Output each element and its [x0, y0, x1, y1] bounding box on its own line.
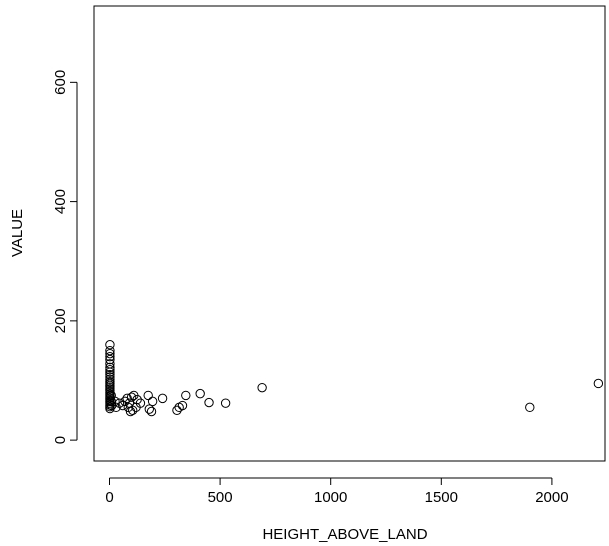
data-point	[144, 404, 155, 414]
data-point	[105, 362, 115, 373]
data-point	[143, 390, 153, 401]
data-point	[146, 406, 157, 417]
data-point	[105, 403, 115, 414]
y-tick-label: 0	[52, 436, 69, 444]
x-axis-label: HEIGHT_ABOVE_LAND	[262, 526, 427, 543]
y-tick-label: 600	[52, 70, 69, 95]
data-point	[204, 397, 214, 408]
x-tick-label: 1000	[314, 489, 347, 506]
data-point	[105, 365, 115, 375]
data-point	[525, 402, 535, 413]
data-point	[105, 348, 115, 359]
data-point	[114, 398, 125, 408]
data-point	[105, 374, 115, 385]
y-axis-label: VALUE	[9, 209, 26, 257]
data-point	[105, 345, 115, 356]
data-point	[135, 398, 146, 408]
x-tick-label: 2000	[535, 489, 568, 506]
data-point	[181, 390, 191, 401]
y-axis: 0 200 400 600	[52, 70, 78, 444]
data-point	[105, 354, 115, 365]
y-tick-label: 200	[52, 308, 69, 333]
x-tick-label: 0	[105, 489, 113, 506]
data-point	[172, 405, 182, 416]
data-point	[593, 378, 604, 389]
data-point	[220, 398, 231, 408]
data-point	[195, 388, 205, 399]
data-point	[126, 392, 137, 402]
data-point	[105, 369, 115, 380]
data-points	[105, 340, 604, 417]
data-point	[177, 400, 188, 411]
x-tick-label: 1500	[425, 489, 458, 506]
data-point	[105, 367, 115, 377]
data-point	[257, 382, 267, 393]
data-point	[128, 405, 138, 416]
x-tick-label: 500	[208, 489, 233, 506]
data-point	[105, 351, 115, 362]
data-point	[120, 396, 130, 407]
data-point	[110, 396, 120, 407]
data-point	[147, 396, 158, 407]
plot-frame	[93, 5, 606, 462]
data-point	[157, 393, 168, 404]
data-point	[132, 394, 142, 405]
data-point	[122, 393, 132, 404]
data-point	[105, 340, 115, 350]
y-tick-label: 400	[52, 189, 69, 214]
x-axis: 0 500 1000 1500 2000	[105, 477, 569, 506]
